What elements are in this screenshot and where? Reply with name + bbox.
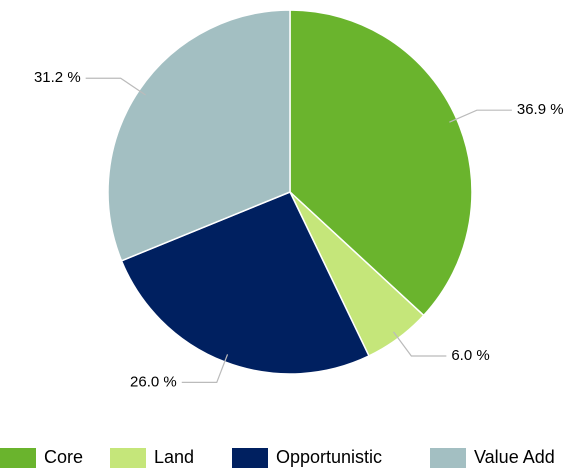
data-label: 26.0 %	[130, 373, 177, 390]
leader-line	[181, 354, 229, 384]
legend-label: Opportunistic	[276, 447, 382, 467]
leader-line	[449, 109, 512, 123]
legend-swatch	[430, 448, 466, 468]
legend-swatch	[232, 448, 268, 468]
leader-line	[85, 77, 146, 96]
leader-line	[393, 331, 447, 357]
legend-label: Core	[44, 447, 83, 467]
legend-label: Value Add	[474, 447, 555, 467]
legend-swatch	[110, 448, 146, 468]
data-label: 6.0 %	[451, 347, 489, 364]
data-label: 36.9 %	[517, 101, 564, 118]
legend-swatch	[0, 448, 36, 468]
data-label: 31.2 %	[34, 69, 81, 86]
legend-label: Land	[154, 447, 194, 467]
